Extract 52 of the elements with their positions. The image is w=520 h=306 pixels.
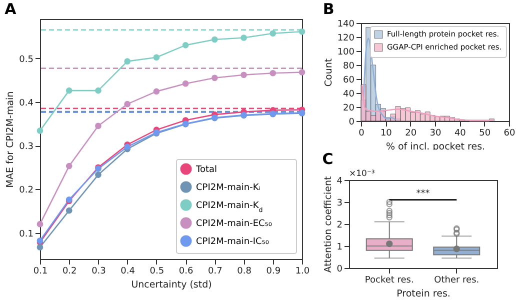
legend-label: CPI2M-main-IC₅₀ — [196, 237, 270, 247]
y-tick-label: 140 — [337, 20, 355, 30]
y-tick-label: 60 — [343, 76, 355, 86]
chart-title: A — [4, 0, 17, 18]
x-tick-label: 1.0 — [295, 266, 310, 276]
x-tick-label: Pocket res. — [364, 276, 414, 286]
x-tick-label: 0.2 — [62, 266, 77, 276]
y-tick-label: 0.3 — [19, 142, 34, 152]
y-tick-label: 100 — [337, 48, 355, 58]
chart-title: C — [322, 150, 334, 168]
y-tick-label: 20 — [343, 104, 355, 114]
y-tick-label: 1 — [336, 242, 342, 252]
x-tick-label: 20 — [405, 128, 417, 138]
y-tick-label: 0.4 — [19, 98, 34, 108]
x-axis-title: Protein res. — [396, 288, 450, 300]
y-tick-label: 3 — [336, 198, 342, 208]
y-tick-label: 0.5 — [19, 54, 34, 65]
x-tick-label: 60 — [504, 128, 516, 138]
y-axis-title: Count — [323, 58, 334, 87]
y-tick-label: 0.1 — [19, 229, 34, 240]
y-tick-label: 40 — [343, 90, 355, 100]
y-tick-label: 80 — [343, 62, 355, 72]
x-tick-label: 0.8 — [237, 266, 252, 276]
x-tick-label: 50 — [479, 128, 491, 138]
x-tick-label: 10 — [380, 128, 392, 138]
legend-label: Total — [195, 165, 218, 175]
x-tick-label: 0.6 — [178, 266, 194, 276]
y-axis-title: Attention coefficient — [322, 176, 334, 273]
y-tick-label: 0.2 — [19, 186, 34, 196]
x-tick-label: 0.7 — [208, 266, 222, 276]
x-tick-label: 0.1 — [33, 266, 48, 276]
y-axis-title: MAE for CPI2M-main — [5, 91, 16, 188]
x-tick-label: 0.5 — [150, 266, 164, 276]
x-tick-label: Other res. — [434, 276, 480, 286]
y-tick-label: 120 — [337, 34, 355, 44]
x-tick-label: 0.4 — [120, 266, 136, 276]
x-tick-label: 40 — [454, 128, 466, 138]
annotation: *** — [416, 188, 430, 199]
y-tick-label: 2 — [336, 220, 342, 230]
y-tick-label: 0 — [348, 118, 355, 128]
y-tick-label: 4 — [336, 176, 343, 186]
x-tick-label: 0.3 — [92, 266, 106, 276]
legend-label: CPI2M-main-EC₅₀ — [196, 219, 272, 229]
x-axis-title: % of incl. pocket res. — [386, 142, 486, 152]
x-tick-label: 30 — [430, 128, 442, 138]
x-axis-title: Uncertainty (std) — [131, 280, 212, 290]
x-tick-label: 0 — [358, 128, 365, 138]
legend-label: CPI2M-main-K$_{d}$ — [196, 201, 263, 214]
text: ×10⁻³ — [349, 169, 375, 179]
chart-title: B — [322, 0, 334, 18]
x-tick-label: 0.9 — [266, 266, 281, 276]
legend-label: CPI2M-main-Kᵢ — [196, 183, 261, 193]
